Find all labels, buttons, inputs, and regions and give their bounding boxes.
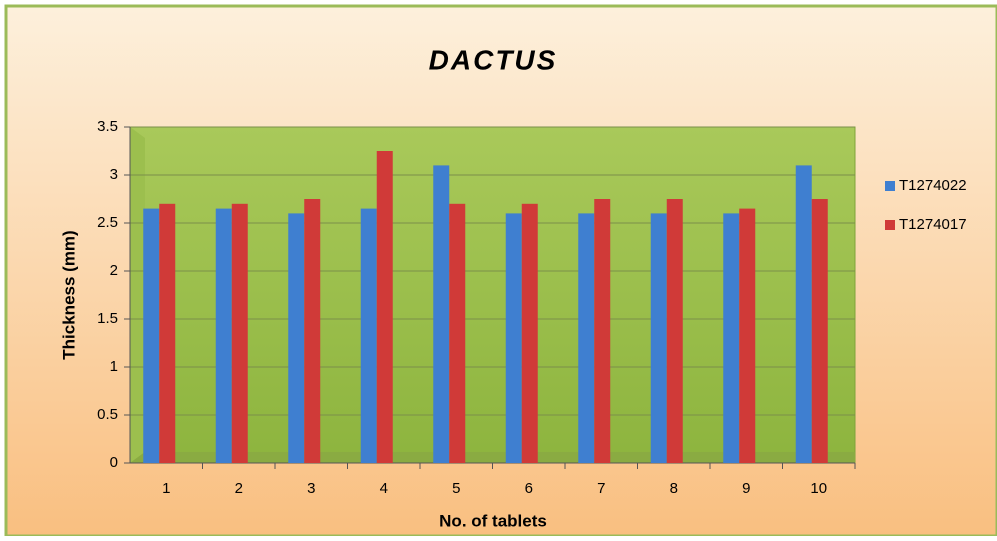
y-tick-label: 3 (110, 166, 118, 183)
y-tick-label: 2 (110, 262, 118, 279)
legend-label: T1274017 (899, 216, 967, 233)
bar (594, 199, 611, 463)
bar (795, 165, 812, 463)
bar (505, 213, 522, 463)
y-tick-label: 1.5 (97, 310, 118, 327)
bar (578, 213, 595, 463)
x-tick-label: 2 (235, 480, 243, 497)
bar (143, 208, 160, 463)
y-tick-label: 3.5 (97, 118, 118, 135)
x-tick-label: 1 (162, 480, 170, 497)
x-tick-label: 8 (670, 480, 678, 497)
bar (449, 203, 466, 464)
x-tick-label: 10 (810, 480, 827, 497)
bar (304, 199, 321, 463)
bar (215, 208, 232, 463)
legend-label: T1274022 (899, 177, 967, 194)
x-tick-label: 6 (525, 480, 533, 497)
bar (288, 213, 305, 463)
y-tick-label: 1 (110, 358, 118, 375)
legend-swatch (885, 181, 895, 191)
y-tick-label: 2.5 (97, 214, 118, 231)
x-tick-label: 7 (597, 480, 605, 497)
bar (811, 199, 828, 463)
x-tick-label: 5 (452, 480, 460, 497)
bar (723, 213, 740, 463)
side-wall (130, 127, 145, 463)
y-tick-label: 0 (110, 454, 118, 471)
y-axis-label: Thickness (mm) (59, 230, 78, 359)
x-tick-label: 4 (380, 480, 388, 497)
bar (666, 199, 683, 463)
bar (159, 203, 176, 464)
x-tick-label: 9 (742, 480, 750, 497)
bar (521, 203, 538, 464)
bar (739, 208, 756, 463)
y-tick-label: 0.5 (97, 406, 118, 423)
legend-swatch (885, 220, 895, 230)
bar (231, 203, 248, 464)
bar (360, 208, 377, 463)
x-axis-label: No. of tablets (439, 511, 547, 530)
bar (650, 213, 667, 463)
chart-title: DACTUS (429, 44, 558, 75)
bar (376, 151, 393, 463)
bar (433, 165, 450, 463)
x-tick-label: 3 (307, 480, 315, 497)
